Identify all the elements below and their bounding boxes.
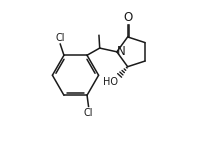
Text: Cl: Cl [84,108,93,118]
Text: Cl: Cl [56,33,65,43]
Text: O: O [123,11,132,24]
Text: HO: HO [103,77,118,87]
Text: N: N [117,45,126,58]
